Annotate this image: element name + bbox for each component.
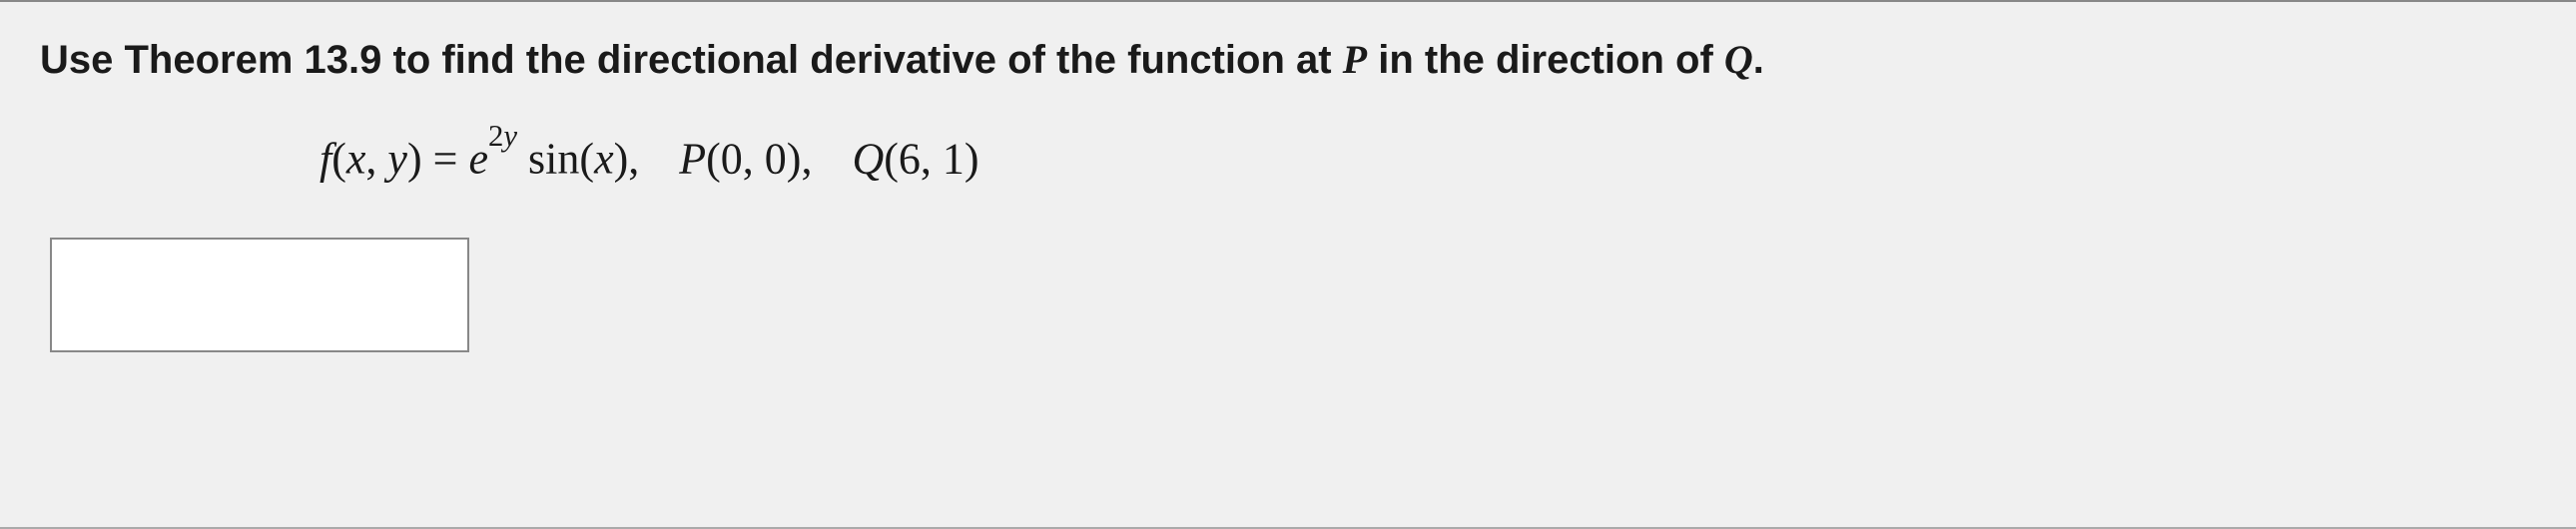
answer-input[interactable] bbox=[50, 238, 469, 352]
point-Q-open: ( bbox=[884, 135, 899, 184]
func-open: ( bbox=[331, 135, 346, 184]
space1 bbox=[517, 135, 528, 184]
var-P: P bbox=[1343, 37, 1367, 82]
trig-arg: x bbox=[594, 135, 614, 184]
point-P-close: ) bbox=[787, 135, 802, 184]
question-prefix: Use Theorem 13.9 to find the directional… bbox=[40, 38, 1343, 82]
point-Q-y: 1 bbox=[943, 135, 965, 184]
point-Q-close: ) bbox=[965, 135, 979, 184]
sep2: , bbox=[801, 135, 812, 184]
var-y: y bbox=[387, 135, 407, 184]
question-suffix: . bbox=[1753, 38, 1764, 82]
question-container: Use Theorem 13.9 to find the directional… bbox=[0, 0, 2576, 529]
sep1: , bbox=[628, 135, 639, 184]
question-middle: in the direction of bbox=[1367, 38, 1724, 82]
point-P-x: 0 bbox=[721, 135, 743, 184]
trig-fn: sin bbox=[528, 135, 579, 184]
math-expression: f(x, y) = e2y sin(x),P(0, 0),Q(6, 1) bbox=[320, 128, 2536, 188]
equals: = bbox=[422, 135, 469, 184]
func-name: f bbox=[320, 135, 331, 184]
point-P-sep: , bbox=[743, 135, 765, 184]
question-prompt: Use Theorem 13.9 to find the directional… bbox=[40, 32, 2536, 88]
exp-var: y bbox=[503, 119, 517, 153]
comma1: , bbox=[365, 135, 387, 184]
trig-close: ) bbox=[614, 135, 629, 184]
point-Q-x: 6 bbox=[899, 135, 921, 184]
exp-coef: 2 bbox=[488, 119, 503, 153]
point-Q-sep: , bbox=[921, 135, 943, 184]
exponent: 2y bbox=[488, 119, 517, 153]
var-x: x bbox=[346, 135, 366, 184]
point-Q-label: Q bbox=[852, 135, 884, 184]
var-Q: Q bbox=[1724, 37, 1753, 82]
func-close: ) bbox=[407, 135, 422, 184]
base-e: e bbox=[468, 135, 488, 184]
point-P-open: ( bbox=[706, 135, 721, 184]
point-P-y: 0 bbox=[765, 135, 787, 184]
point-P-label: P bbox=[679, 135, 706, 184]
trig-open: ( bbox=[579, 135, 594, 184]
